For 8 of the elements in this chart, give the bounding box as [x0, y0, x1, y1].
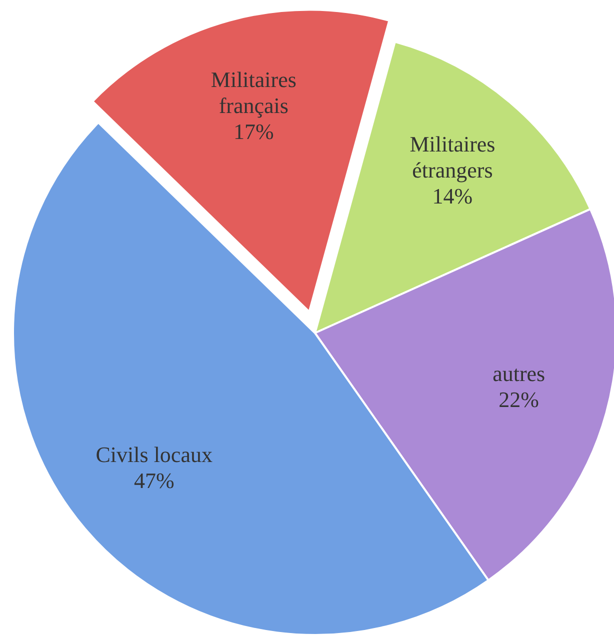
data-label: 14%: [432, 183, 473, 208]
slice-label: Militaires étrangers: [410, 131, 496, 182]
data-label: 47%: [134, 468, 174, 494]
slice-label: autres: [492, 361, 546, 386]
data-label: 17%: [233, 118, 274, 144]
slice-label: Civils locaux: [96, 442, 212, 468]
data-label: 22%: [498, 387, 540, 412]
slice-label: Militaires français: [210, 66, 296, 118]
